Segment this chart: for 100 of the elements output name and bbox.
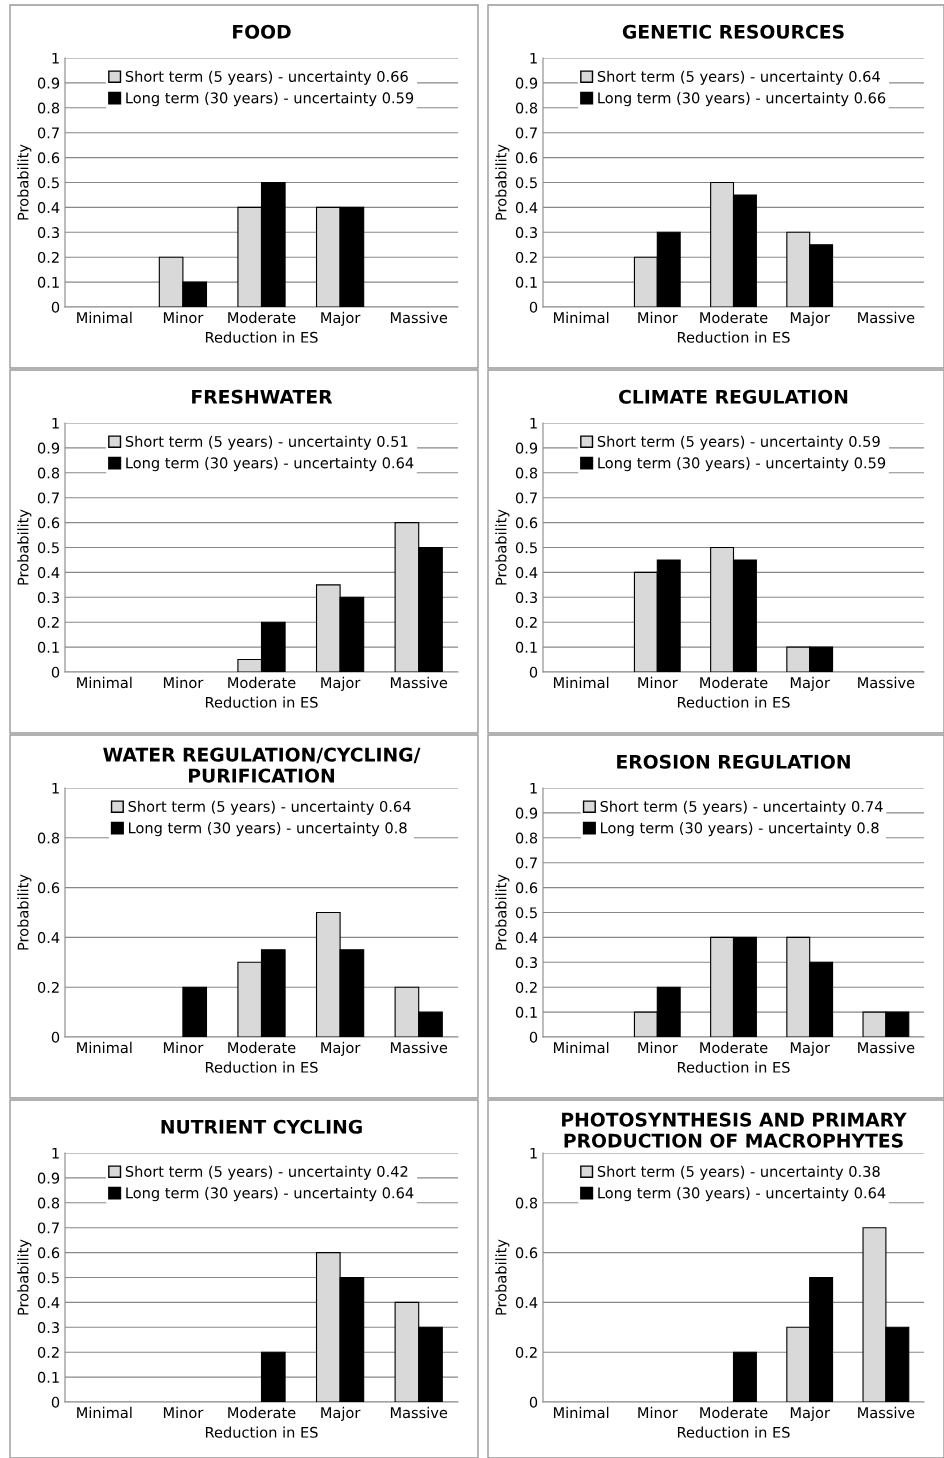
chart-title: FOOD bbox=[233, 24, 291, 39]
y-tick-label: 0.8 bbox=[515, 467, 538, 479]
y-tick-label: 0.2 bbox=[515, 1346, 537, 1358]
y-tick-label: 0 bbox=[529, 1396, 538, 1408]
x-tick-label: Minimal bbox=[553, 676, 609, 689]
y-axis-title: Probability bbox=[495, 874, 510, 950]
y-tick-label: 0.9 bbox=[515, 77, 538, 89]
x-axis-title: Reduction in ES bbox=[677, 1426, 790, 1438]
y-tick-label: 0.4 bbox=[515, 1297, 538, 1309]
y-tick-label: 0.4 bbox=[515, 932, 538, 944]
y-tick-label: 0.9 bbox=[515, 442, 538, 454]
x-tick-label: Massive bbox=[390, 1406, 448, 1419]
y-tick-label: 0.5 bbox=[515, 177, 537, 189]
x-axis-title: Reduction in ES bbox=[205, 331, 318, 343]
y-tick-label: 0.2 bbox=[515, 616, 537, 628]
x-tick-label: Moderate bbox=[700, 676, 768, 689]
y-tick-label: 0.1 bbox=[37, 1371, 59, 1383]
y-tick-label: 0.9 bbox=[37, 442, 60, 454]
x-tick-label: Major bbox=[321, 311, 361, 326]
y-tick-label: 0.6 bbox=[37, 517, 60, 529]
y-tick-label: 0.7 bbox=[37, 1222, 59, 1234]
x-tick-label: Moderate bbox=[700, 1406, 768, 1419]
legend-label: Long term (30 years) - uncertainty 0.8 bbox=[601, 822, 879, 837]
y-tick-label: 0 bbox=[51, 1031, 60, 1043]
y-tick-label: 0.8 bbox=[515, 1197, 538, 1209]
y-axis-title: Probability bbox=[495, 1239, 510, 1315]
y-tick-label: 0.6 bbox=[515, 1247, 538, 1259]
y-tick-label: 0.3 bbox=[515, 592, 537, 604]
y-axis-title: Probability bbox=[17, 874, 32, 950]
x-axis-title: Reduction in ES bbox=[677, 696, 790, 708]
y-tick-label: 0.4 bbox=[37, 567, 60, 579]
y-tick-label: 0.2 bbox=[515, 981, 537, 993]
legend-label: Short term (5 years) - uncertainty 0.66 bbox=[125, 70, 408, 85]
y-tick-label: 0.9 bbox=[37, 1172, 60, 1184]
x-tick-label: Minimal bbox=[77, 1041, 132, 1054]
y-tick-label: 0.8 bbox=[515, 832, 538, 844]
y-tick-label: 0.2 bbox=[37, 616, 59, 628]
x-tick-label: Massive bbox=[858, 1406, 915, 1419]
bar bbox=[182, 986, 208, 1037]
legend-label: Short term (5 years) - uncertainty 0.59 bbox=[597, 435, 880, 450]
chart-title: EROSION REGULATION bbox=[617, 754, 850, 769]
y-tick-label: 0.8 bbox=[37, 102, 60, 114]
chart-title: PHOTOSYNTHESIS AND PRIMARY PRODUCTION OF MACROPHYTES bbox=[562, 1112, 907, 1148]
x-tick-label: Minor bbox=[638, 1406, 678, 1419]
x-tick-label: Minor bbox=[163, 676, 204, 689]
bar bbox=[260, 1351, 286, 1402]
y-tick-label: 1 bbox=[52, 1147, 59, 1159]
x-tick-label: Massive bbox=[390, 676, 448, 689]
x-tick-label: Moderate bbox=[700, 311, 768, 324]
chart-title: NUTRIENT CYCLING bbox=[161, 1119, 362, 1134]
y-tick-label: 0.7 bbox=[37, 492, 59, 504]
x-tick-label: Minimal bbox=[77, 676, 132, 689]
x-tick-label: Minimal bbox=[77, 311, 132, 324]
x-tick-label: Major bbox=[790, 1041, 830, 1056]
y-tick-label: 1 bbox=[52, 52, 59, 64]
legend-label: Long term (30 years) - uncertainty 0.66 bbox=[598, 92, 886, 107]
y-tick-label: 0.6 bbox=[37, 1247, 60, 1259]
y-tick-label: 0.3 bbox=[515, 957, 537, 969]
y-axis-title: Probability bbox=[495, 509, 510, 585]
y-axis-title: Probability bbox=[495, 144, 510, 220]
y-tick-label: 0.2 bbox=[37, 251, 59, 263]
y-tick-label: 0.3 bbox=[515, 227, 537, 239]
y-tick-label: 0.1 bbox=[37, 276, 59, 288]
legend-label: Long term (30 years) - uncertainty 0.8 bbox=[129, 822, 407, 837]
x-tick-label: Minimal bbox=[553, 1041, 609, 1054]
legend-label: Long term (30 years) - uncertainty 0.59 bbox=[126, 92, 414, 107]
y-tick-label: 0.7 bbox=[515, 857, 537, 869]
y-axis-title: Probability bbox=[17, 1239, 32, 1315]
y-tick-label: 0.3 bbox=[37, 592, 59, 604]
x-tick-label: Major bbox=[790, 311, 830, 326]
y-tick-label: 1 bbox=[530, 417, 537, 429]
x-tick-label: Minor bbox=[638, 676, 678, 689]
chart-title: FRESHWATER bbox=[192, 389, 333, 404]
y-tick-label: 0.6 bbox=[515, 517, 538, 529]
x-tick-label: Major bbox=[790, 1406, 830, 1421]
y-tick-label: 1 bbox=[530, 782, 537, 794]
x-tick-label: Major bbox=[321, 1041, 361, 1056]
x-tick-label: Minor bbox=[638, 1041, 678, 1054]
legend-label: Long term (30 years) - uncertainty 0.64 bbox=[598, 1187, 886, 1202]
y-tick-label: 0.1 bbox=[37, 641, 59, 653]
x-tick-label: Major bbox=[790, 676, 830, 691]
chart-title: GENETIC RESOURCES bbox=[622, 24, 844, 39]
x-tick-label: Major bbox=[321, 676, 361, 691]
y-tick-label: 0.9 bbox=[37, 77, 60, 89]
y-tick-label: 0.8 bbox=[37, 467, 60, 479]
y-tick-label: 0.8 bbox=[37, 1197, 60, 1209]
x-tick-label: Minor bbox=[163, 311, 204, 324]
x-tick-label: Minor bbox=[163, 1406, 204, 1419]
y-axis-title: Probability bbox=[17, 509, 32, 585]
chart-title: CLIMATE REGULATION bbox=[619, 389, 848, 404]
x-tick-label: Massive bbox=[390, 311, 448, 324]
y-axis-title: Probability bbox=[17, 144, 32, 220]
x-tick-label: Massive bbox=[390, 1041, 448, 1054]
y-tick-label: 0.6 bbox=[515, 152, 538, 164]
y-tick-label: 0.5 bbox=[37, 1272, 59, 1284]
bar bbox=[732, 1351, 757, 1402]
legend-label: Long term (30 years) - uncertainty 0.59 bbox=[598, 457, 886, 472]
y-tick-label: 0.6 bbox=[515, 882, 538, 894]
x-tick-label: Minor bbox=[638, 311, 678, 324]
x-tick-label: Minimal bbox=[553, 1406, 609, 1419]
